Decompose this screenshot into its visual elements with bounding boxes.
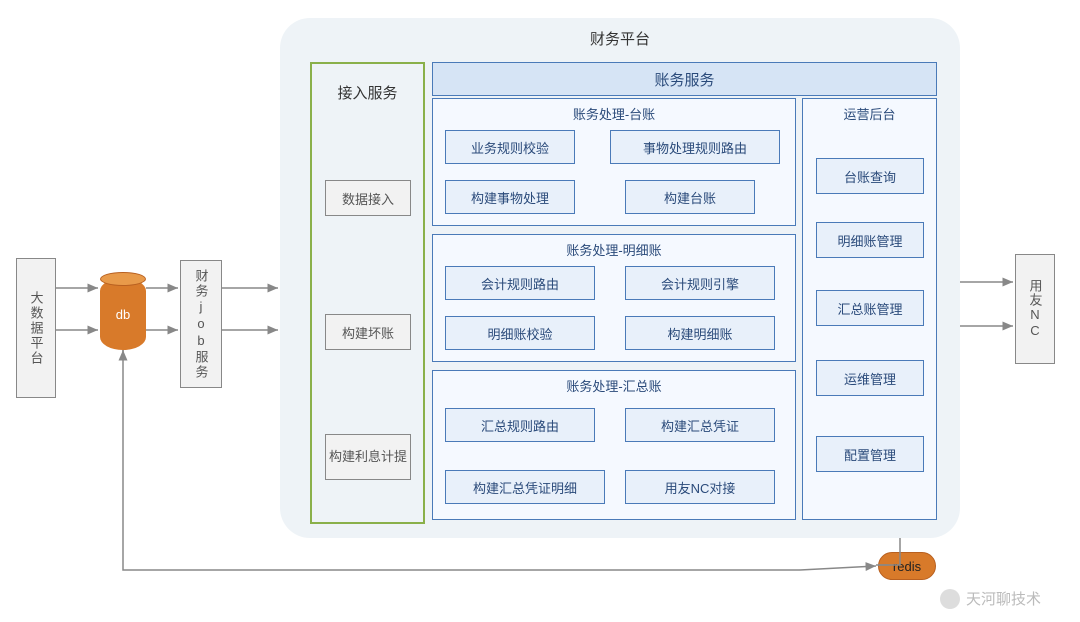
summary-box-1: 构建汇总凭证 xyxy=(625,408,775,442)
ops-box-3: 运维管理 xyxy=(816,360,924,396)
ops-box-1: 明细账管理 xyxy=(816,222,924,258)
db-cylinder: db xyxy=(100,278,146,350)
ledger-box-0: 业务规则校验 xyxy=(445,130,575,164)
detail-box-0: 会计规则路由 xyxy=(445,266,595,300)
watermark-text: 天河聊技术 xyxy=(966,588,1041,609)
detail-box-1: 会计规则引擎 xyxy=(625,266,775,300)
yonyou-nc: 用友NC xyxy=(1015,254,1055,364)
summary-box-0: 汇总规则路由 xyxy=(445,408,595,442)
access-service-header: 接入服务 xyxy=(310,72,425,112)
accounting-service-header: 账务服务 xyxy=(432,62,937,96)
watermark: 天河聊技术 xyxy=(940,588,1041,609)
watermark-icon xyxy=(940,589,960,609)
ops-title: 运营后台 xyxy=(802,102,937,124)
ledger-box-3: 构建台账 xyxy=(625,180,755,214)
access-item-0: 数据接入 xyxy=(325,180,411,216)
ledger-box-2: 构建事物处理 xyxy=(445,180,575,214)
ledger-title: 账务处理-台账 xyxy=(432,102,796,124)
yonyou-label: 用友NC xyxy=(1026,279,1045,339)
finance-job-label: 财务job服务 xyxy=(192,269,211,380)
detail-box-2: 明细账校验 xyxy=(445,316,595,350)
finance-job-service: 财务job服务 xyxy=(180,260,222,388)
ops-box-0: 台账查询 xyxy=(816,158,924,194)
detail-title: 账务处理-明细账 xyxy=(432,238,796,260)
ledger-box-1: 事物处理规则路由 xyxy=(610,130,780,164)
bigdata-platform: 大数据平台 xyxy=(16,258,56,398)
detail-box-3: 构建明细账 xyxy=(625,316,775,350)
db-label: db xyxy=(100,278,146,350)
ops-box-4: 配置管理 xyxy=(816,436,924,472)
access-item-2: 构建利息计提 xyxy=(325,434,411,480)
bigdata-label: 大数据平台 xyxy=(27,291,46,366)
ops-box-2: 汇总账管理 xyxy=(816,290,924,326)
platform-title: 财务平台 xyxy=(560,28,680,49)
access-item-1: 构建坏账 xyxy=(325,314,411,350)
redis-node: redis xyxy=(878,552,936,580)
summary-box-2: 构建汇总凭证明细 xyxy=(445,470,605,504)
summary-box-3: 用友NC对接 xyxy=(625,470,775,504)
summary-title: 账务处理-汇总账 xyxy=(432,374,796,396)
